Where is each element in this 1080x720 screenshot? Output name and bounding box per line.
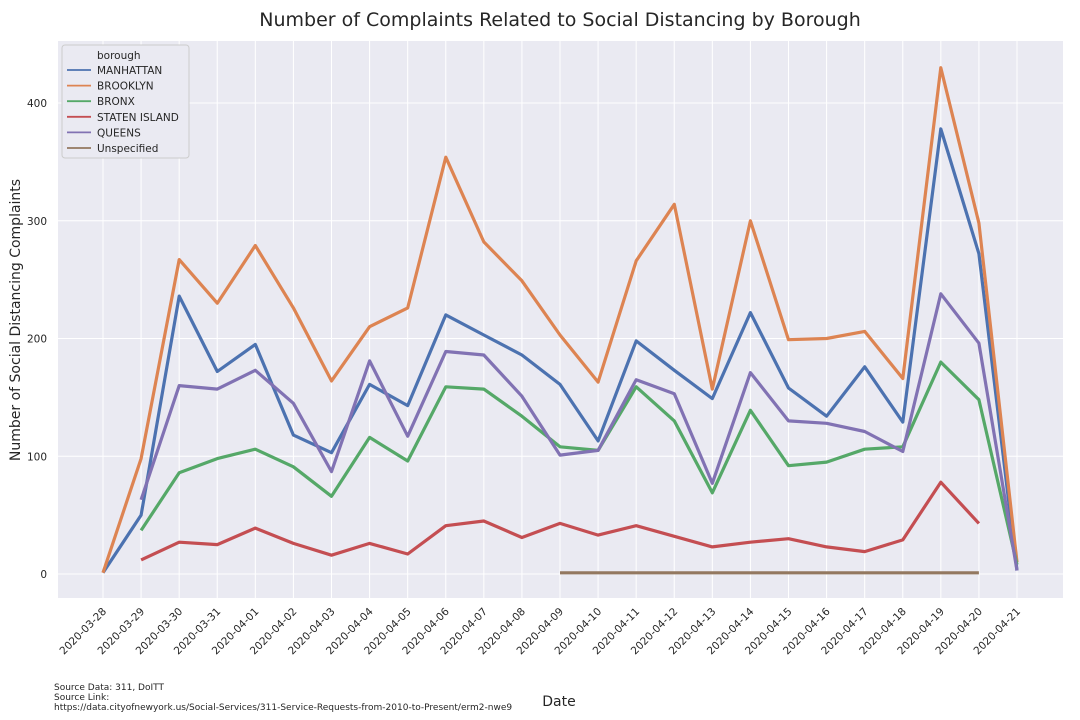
source-link-label: Source Link:	[54, 693, 110, 703]
legend-entry-label: Unspecified	[97, 143, 158, 155]
y-tick-label: 0	[40, 569, 47, 581]
y-tick-label: 200	[27, 334, 47, 346]
series-line-brooklyn	[101, 66, 1019, 574]
y-tick-label: 400	[27, 98, 47, 110]
x-axis-label: Date	[542, 694, 575, 710]
legend: borough MANHATTAN BROOKLYN BRONX STATEN ISL…	[61, 44, 190, 159]
source-link-url: https://data.cityofnewyork.us/Social-Ser…	[54, 703, 513, 713]
series-line-bronx	[139, 360, 1019, 565]
y-tick-label: 300	[27, 216, 47, 228]
y-axis-label: Number of Social Distancing Complaints	[8, 179, 24, 461]
legend-title: borough	[97, 50, 141, 62]
legend-entry-label: BRONX	[97, 96, 135, 108]
series-line-queens	[139, 292, 1019, 571]
legend-box	[61, 44, 190, 159]
legend-entry-label: BROOKLYN	[97, 81, 154, 93]
series-line-manhattan	[101, 127, 1019, 574]
chart-title: Number of Complaints Related to Social D…	[259, 9, 860, 31]
series-line-staten-island	[140, 480, 981, 562]
y-tick-label: 100	[27, 451, 47, 463]
legend-entry-label: MANHATTAN	[97, 65, 162, 77]
source-data-text: Source Data: 311, DoITT	[54, 683, 164, 693]
legend-entry-label: STATEN ISLAND	[97, 112, 179, 124]
legend-entry-label: QUEENS	[97, 127, 141, 139]
